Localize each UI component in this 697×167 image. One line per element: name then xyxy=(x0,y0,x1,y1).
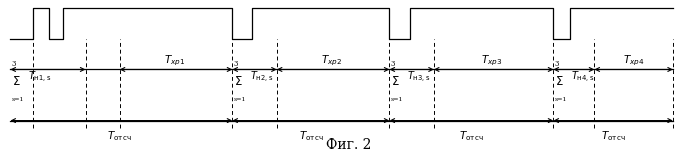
Text: $T_{xp1}$: $T_{xp1}$ xyxy=(164,54,185,68)
Text: $\Sigma$: $\Sigma$ xyxy=(391,75,399,88)
Text: 3: 3 xyxy=(233,60,238,68)
Text: $T_{\rm отсч}$: $T_{\rm отсч}$ xyxy=(459,129,484,143)
Text: $\Sigma$: $\Sigma$ xyxy=(233,75,243,88)
Text: s=1: s=1 xyxy=(555,97,567,102)
Text: $T_{xp3}$: $T_{xp3}$ xyxy=(482,54,503,68)
Text: $\Sigma$: $\Sigma$ xyxy=(12,75,20,88)
Text: $T_{xp4}$: $T_{xp4}$ xyxy=(623,54,645,68)
Text: $T_{\rm н1,s}$: $T_{\rm н1,s}$ xyxy=(28,70,52,85)
Text: 3: 3 xyxy=(555,60,559,68)
Text: $T_{\rm отсч}$: $T_{\rm отсч}$ xyxy=(602,129,626,143)
Text: s=1: s=1 xyxy=(233,97,246,102)
Text: s=1: s=1 xyxy=(391,97,404,102)
Text: 3: 3 xyxy=(12,60,16,68)
Text: $T_{xp2}$: $T_{xp2}$ xyxy=(321,54,342,68)
Text: Фиг. 2: Фиг. 2 xyxy=(325,138,372,152)
Text: $T_{\rm н3,s}$: $T_{\rm н3,s}$ xyxy=(407,70,431,85)
Text: $T_{\rm н4,s}$: $T_{\rm н4,s}$ xyxy=(571,70,595,85)
Text: s=1: s=1 xyxy=(12,97,24,102)
Text: $\Sigma$: $\Sigma$ xyxy=(555,75,563,88)
Text: 3: 3 xyxy=(391,60,395,68)
Text: $T_{\rm н2,s}$: $T_{\rm н2,s}$ xyxy=(250,70,274,85)
Text: $T_{\rm отсч}$: $T_{\rm отсч}$ xyxy=(298,129,323,143)
Text: $T_{\rm отсч}$: $T_{\rm отсч}$ xyxy=(107,129,132,143)
